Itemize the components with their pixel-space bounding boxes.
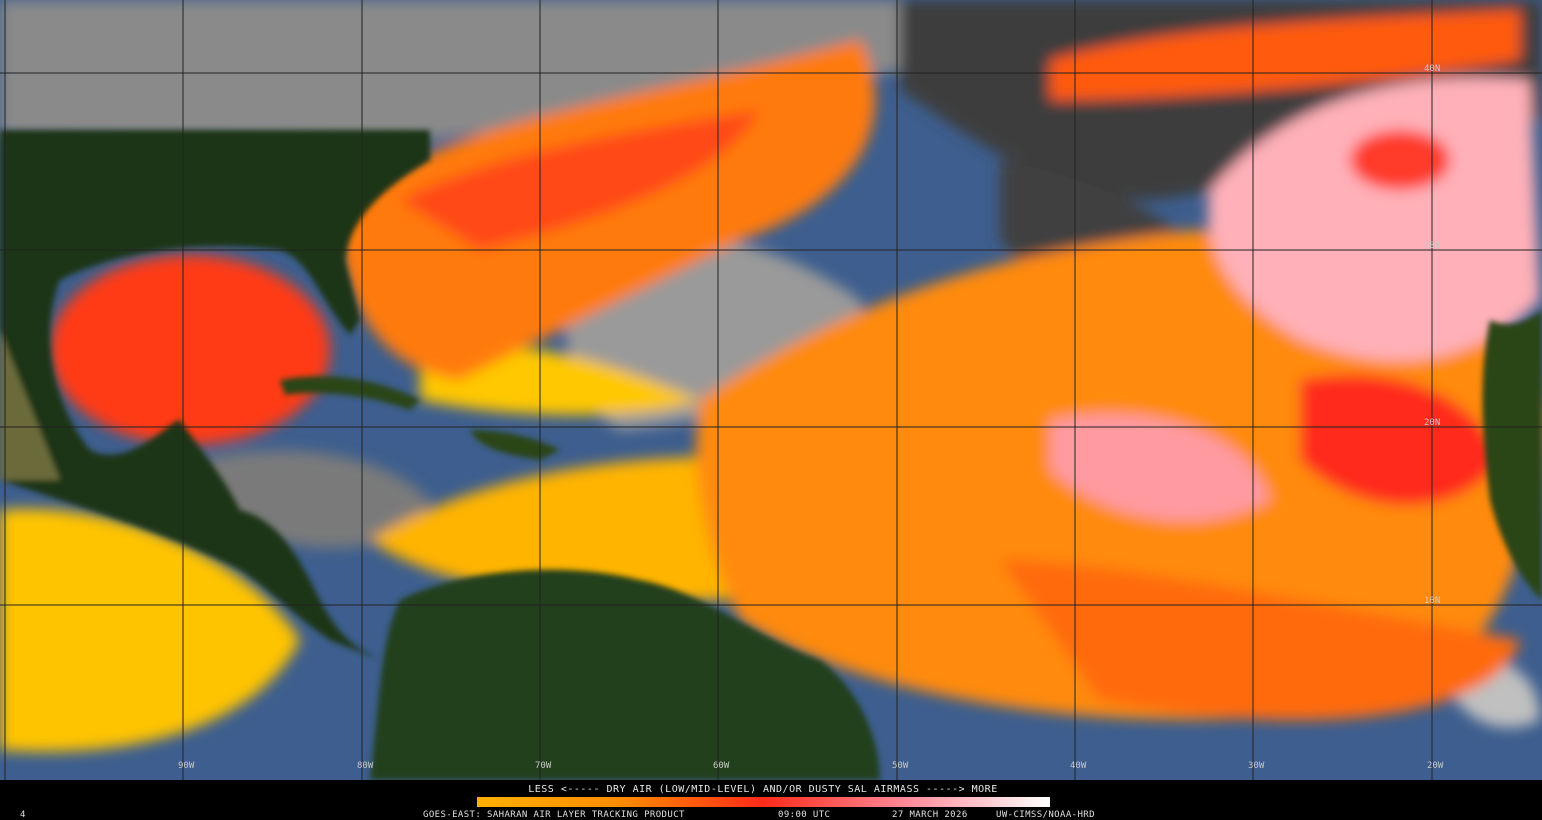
time: 09:00 UTC [778, 810, 830, 820]
lon-label: 60W [713, 761, 730, 771]
frame-number: 4 [20, 810, 26, 820]
lat-label: 40N [1424, 64, 1440, 74]
lon-label: 20W [1427, 761, 1444, 771]
lon-label: 80W [357, 761, 374, 771]
lon-label: 50W [892, 761, 909, 771]
lon-label: 70W [535, 761, 552, 771]
lon-label: 90W [178, 761, 195, 771]
lat-label: 20N [1424, 418, 1440, 428]
credit: UW-CIMSS/NOAA-HRD [996, 810, 1095, 820]
lon-label: 40W [1070, 761, 1087, 771]
longitude-labels: 90W 80W 70W 60W 50W 40W 30W 20W [178, 761, 1444, 771]
latitude-labels: 40N 30N 20N 10N [1424, 64, 1440, 606]
lat-label: 10N [1424, 596, 1440, 606]
legend-caption: LESS <----- DRY AIR (LOW/MID-LEVEL) AND/… [528, 784, 997, 795]
lat-label: 30N [1424, 241, 1440, 251]
graticule [0, 0, 1542, 780]
color-bar [477, 797, 1050, 807]
lon-label: 30W [1248, 761, 1265, 771]
imagery [0, 0, 1542, 780]
date: 27 MARCH 2026 [892, 810, 968, 820]
product-title: GOES-EAST: SAHARAN AIR LAYER TRACKING PR… [423, 810, 685, 820]
